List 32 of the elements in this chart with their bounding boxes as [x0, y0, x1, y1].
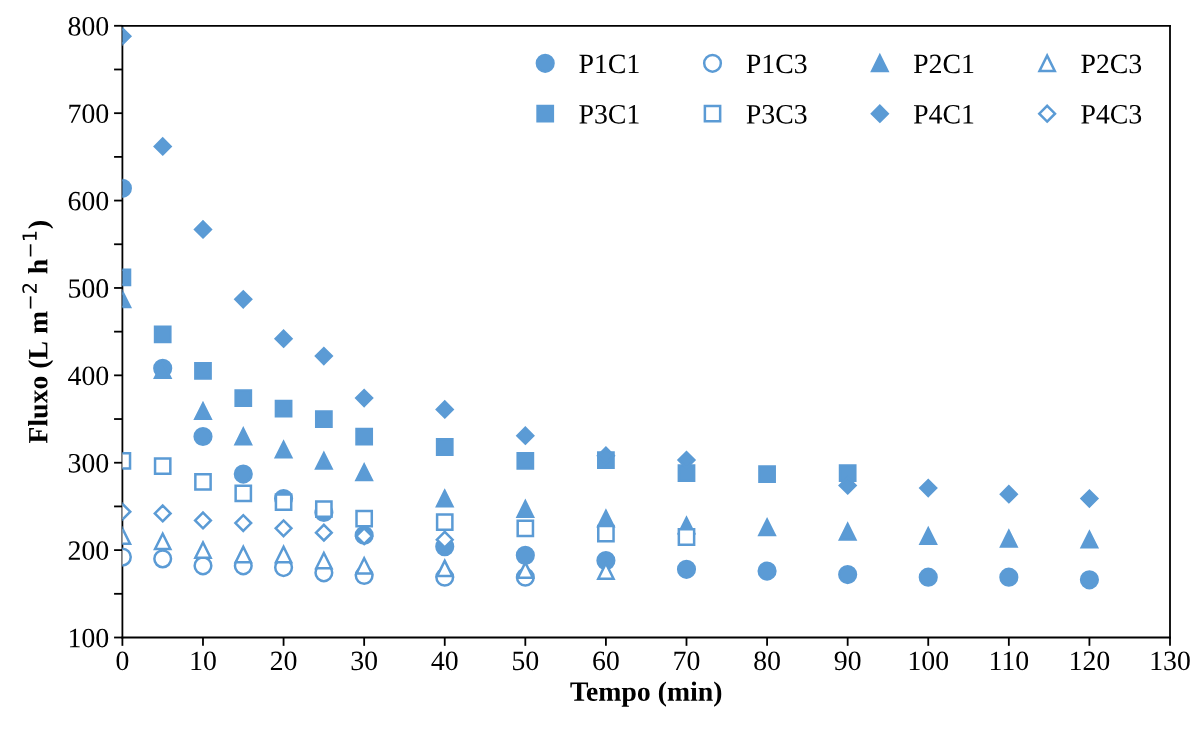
x-tick-label: 130	[1151, 651, 1190, 671]
x-tick-label: 80	[754, 651, 780, 671]
x-tick-label: 60	[593, 651, 619, 671]
x-tick-label: 90	[834, 651, 861, 671]
y-axis-title: Fluxo (L m$^{−2}$ h$^{−1}$)	[22, 221, 54, 444]
x-tick-label: 40	[431, 651, 458, 671]
x-tick-label: 120	[1071, 651, 1110, 671]
legend-label: P3C1	[579, 104, 639, 124]
legend-label: P4C1	[913, 104, 974, 124]
x-tick-label: 0	[116, 651, 129, 671]
y-tick-label: 600	[68, 191, 109, 211]
legend-label: P1C3	[746, 54, 807, 74]
legend-label: P2C1	[913, 54, 974, 74]
y-tick-label: 200	[68, 541, 109, 561]
x-tick-label: 30	[351, 651, 377, 671]
legend-label: P1C1	[579, 54, 639, 74]
x-tick-label: 100	[909, 651, 949, 671]
y-tick-label: 700	[69, 104, 109, 124]
legend-label: P4C3	[1081, 104, 1142, 124]
y-tick-label: 500	[69, 279, 109, 298]
legend-label: P2C3	[1081, 54, 1142, 74]
x-tick-label: 10	[191, 651, 216, 671]
x-axis-title: Tempo (min)	[570, 681, 722, 707]
y-tick-label: 100	[69, 628, 109, 648]
x-tick-label: 50	[513, 651, 539, 671]
legend-label: P3C3	[746, 104, 807, 124]
x-tick-label: 110	[990, 651, 1029, 671]
y-tick-label: 300	[68, 453, 109, 473]
x-tick-label: 20	[270, 651, 297, 671]
x-tick-label: 70	[674, 651, 700, 671]
y-tick-label: 400	[68, 366, 109, 386]
y-tick-label: 800	[68, 16, 109, 36]
